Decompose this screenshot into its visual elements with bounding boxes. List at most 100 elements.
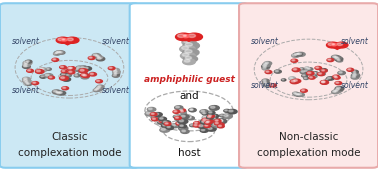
Circle shape — [152, 118, 158, 121]
Circle shape — [90, 73, 93, 75]
Circle shape — [313, 72, 318, 75]
Circle shape — [208, 122, 211, 123]
Circle shape — [180, 127, 184, 129]
Circle shape — [208, 115, 214, 118]
Circle shape — [321, 69, 327, 72]
Circle shape — [313, 73, 316, 74]
Circle shape — [328, 43, 334, 45]
Circle shape — [339, 72, 342, 73]
Text: solvent: solvent — [12, 86, 40, 95]
Circle shape — [178, 122, 181, 124]
Circle shape — [83, 75, 87, 76]
Circle shape — [352, 74, 356, 76]
Circle shape — [263, 80, 266, 81]
Circle shape — [205, 117, 215, 121]
Circle shape — [84, 67, 91, 70]
Circle shape — [207, 121, 209, 122]
Circle shape — [333, 75, 339, 78]
Circle shape — [177, 122, 180, 124]
Text: solvent: solvent — [341, 37, 369, 46]
Circle shape — [206, 121, 213, 124]
Circle shape — [291, 80, 295, 82]
Circle shape — [204, 124, 211, 127]
Circle shape — [176, 118, 181, 120]
Circle shape — [207, 117, 211, 119]
Circle shape — [207, 127, 216, 131]
Text: host: host — [178, 148, 200, 158]
Circle shape — [56, 92, 59, 93]
Circle shape — [181, 130, 189, 133]
Circle shape — [209, 106, 219, 110]
Circle shape — [305, 67, 309, 69]
Circle shape — [183, 56, 198, 62]
Circle shape — [26, 61, 29, 62]
Circle shape — [328, 77, 331, 79]
Circle shape — [289, 77, 296, 80]
Circle shape — [26, 83, 29, 84]
Circle shape — [212, 123, 221, 127]
Circle shape — [80, 73, 82, 74]
Circle shape — [24, 81, 31, 84]
Circle shape — [78, 73, 84, 75]
Circle shape — [229, 110, 233, 112]
Circle shape — [188, 117, 191, 118]
Circle shape — [158, 120, 167, 124]
Circle shape — [173, 110, 180, 113]
Circle shape — [335, 89, 339, 90]
Circle shape — [97, 80, 100, 82]
Circle shape — [176, 116, 179, 117]
Circle shape — [185, 50, 192, 53]
Text: solvent: solvent — [102, 86, 130, 95]
Circle shape — [215, 122, 218, 124]
Circle shape — [208, 116, 211, 118]
Circle shape — [310, 72, 316, 75]
Circle shape — [215, 121, 218, 122]
Circle shape — [293, 93, 296, 94]
Circle shape — [96, 57, 105, 61]
Circle shape — [297, 94, 299, 95]
Text: Classic: Classic — [51, 132, 88, 142]
Circle shape — [214, 122, 217, 124]
Circle shape — [59, 75, 63, 77]
Circle shape — [217, 124, 220, 126]
Circle shape — [320, 69, 327, 72]
Circle shape — [215, 120, 218, 121]
Circle shape — [291, 59, 298, 62]
Circle shape — [187, 116, 194, 120]
Circle shape — [290, 80, 299, 84]
Circle shape — [183, 49, 199, 56]
Circle shape — [156, 119, 163, 122]
Circle shape — [214, 119, 221, 122]
Circle shape — [206, 120, 213, 123]
Circle shape — [265, 84, 271, 87]
Circle shape — [180, 52, 195, 59]
Circle shape — [194, 124, 197, 126]
Circle shape — [33, 82, 36, 83]
Circle shape — [205, 119, 212, 122]
Circle shape — [207, 116, 214, 119]
Circle shape — [320, 81, 328, 84]
Circle shape — [147, 108, 156, 111]
Circle shape — [180, 109, 183, 111]
Circle shape — [40, 75, 46, 78]
Circle shape — [337, 60, 340, 61]
Circle shape — [151, 115, 161, 120]
Circle shape — [307, 68, 313, 70]
Circle shape — [351, 76, 359, 79]
Circle shape — [305, 67, 307, 68]
Circle shape — [76, 66, 83, 69]
Circle shape — [332, 44, 335, 45]
Circle shape — [318, 73, 324, 76]
Circle shape — [348, 69, 351, 70]
Circle shape — [263, 63, 271, 67]
Circle shape — [336, 59, 343, 62]
Circle shape — [218, 123, 221, 125]
Circle shape — [211, 106, 215, 108]
Circle shape — [293, 54, 296, 56]
Polygon shape — [60, 41, 76, 45]
Circle shape — [199, 125, 202, 126]
Circle shape — [36, 70, 44, 74]
Circle shape — [25, 82, 28, 83]
Circle shape — [168, 127, 171, 128]
Circle shape — [209, 111, 212, 113]
